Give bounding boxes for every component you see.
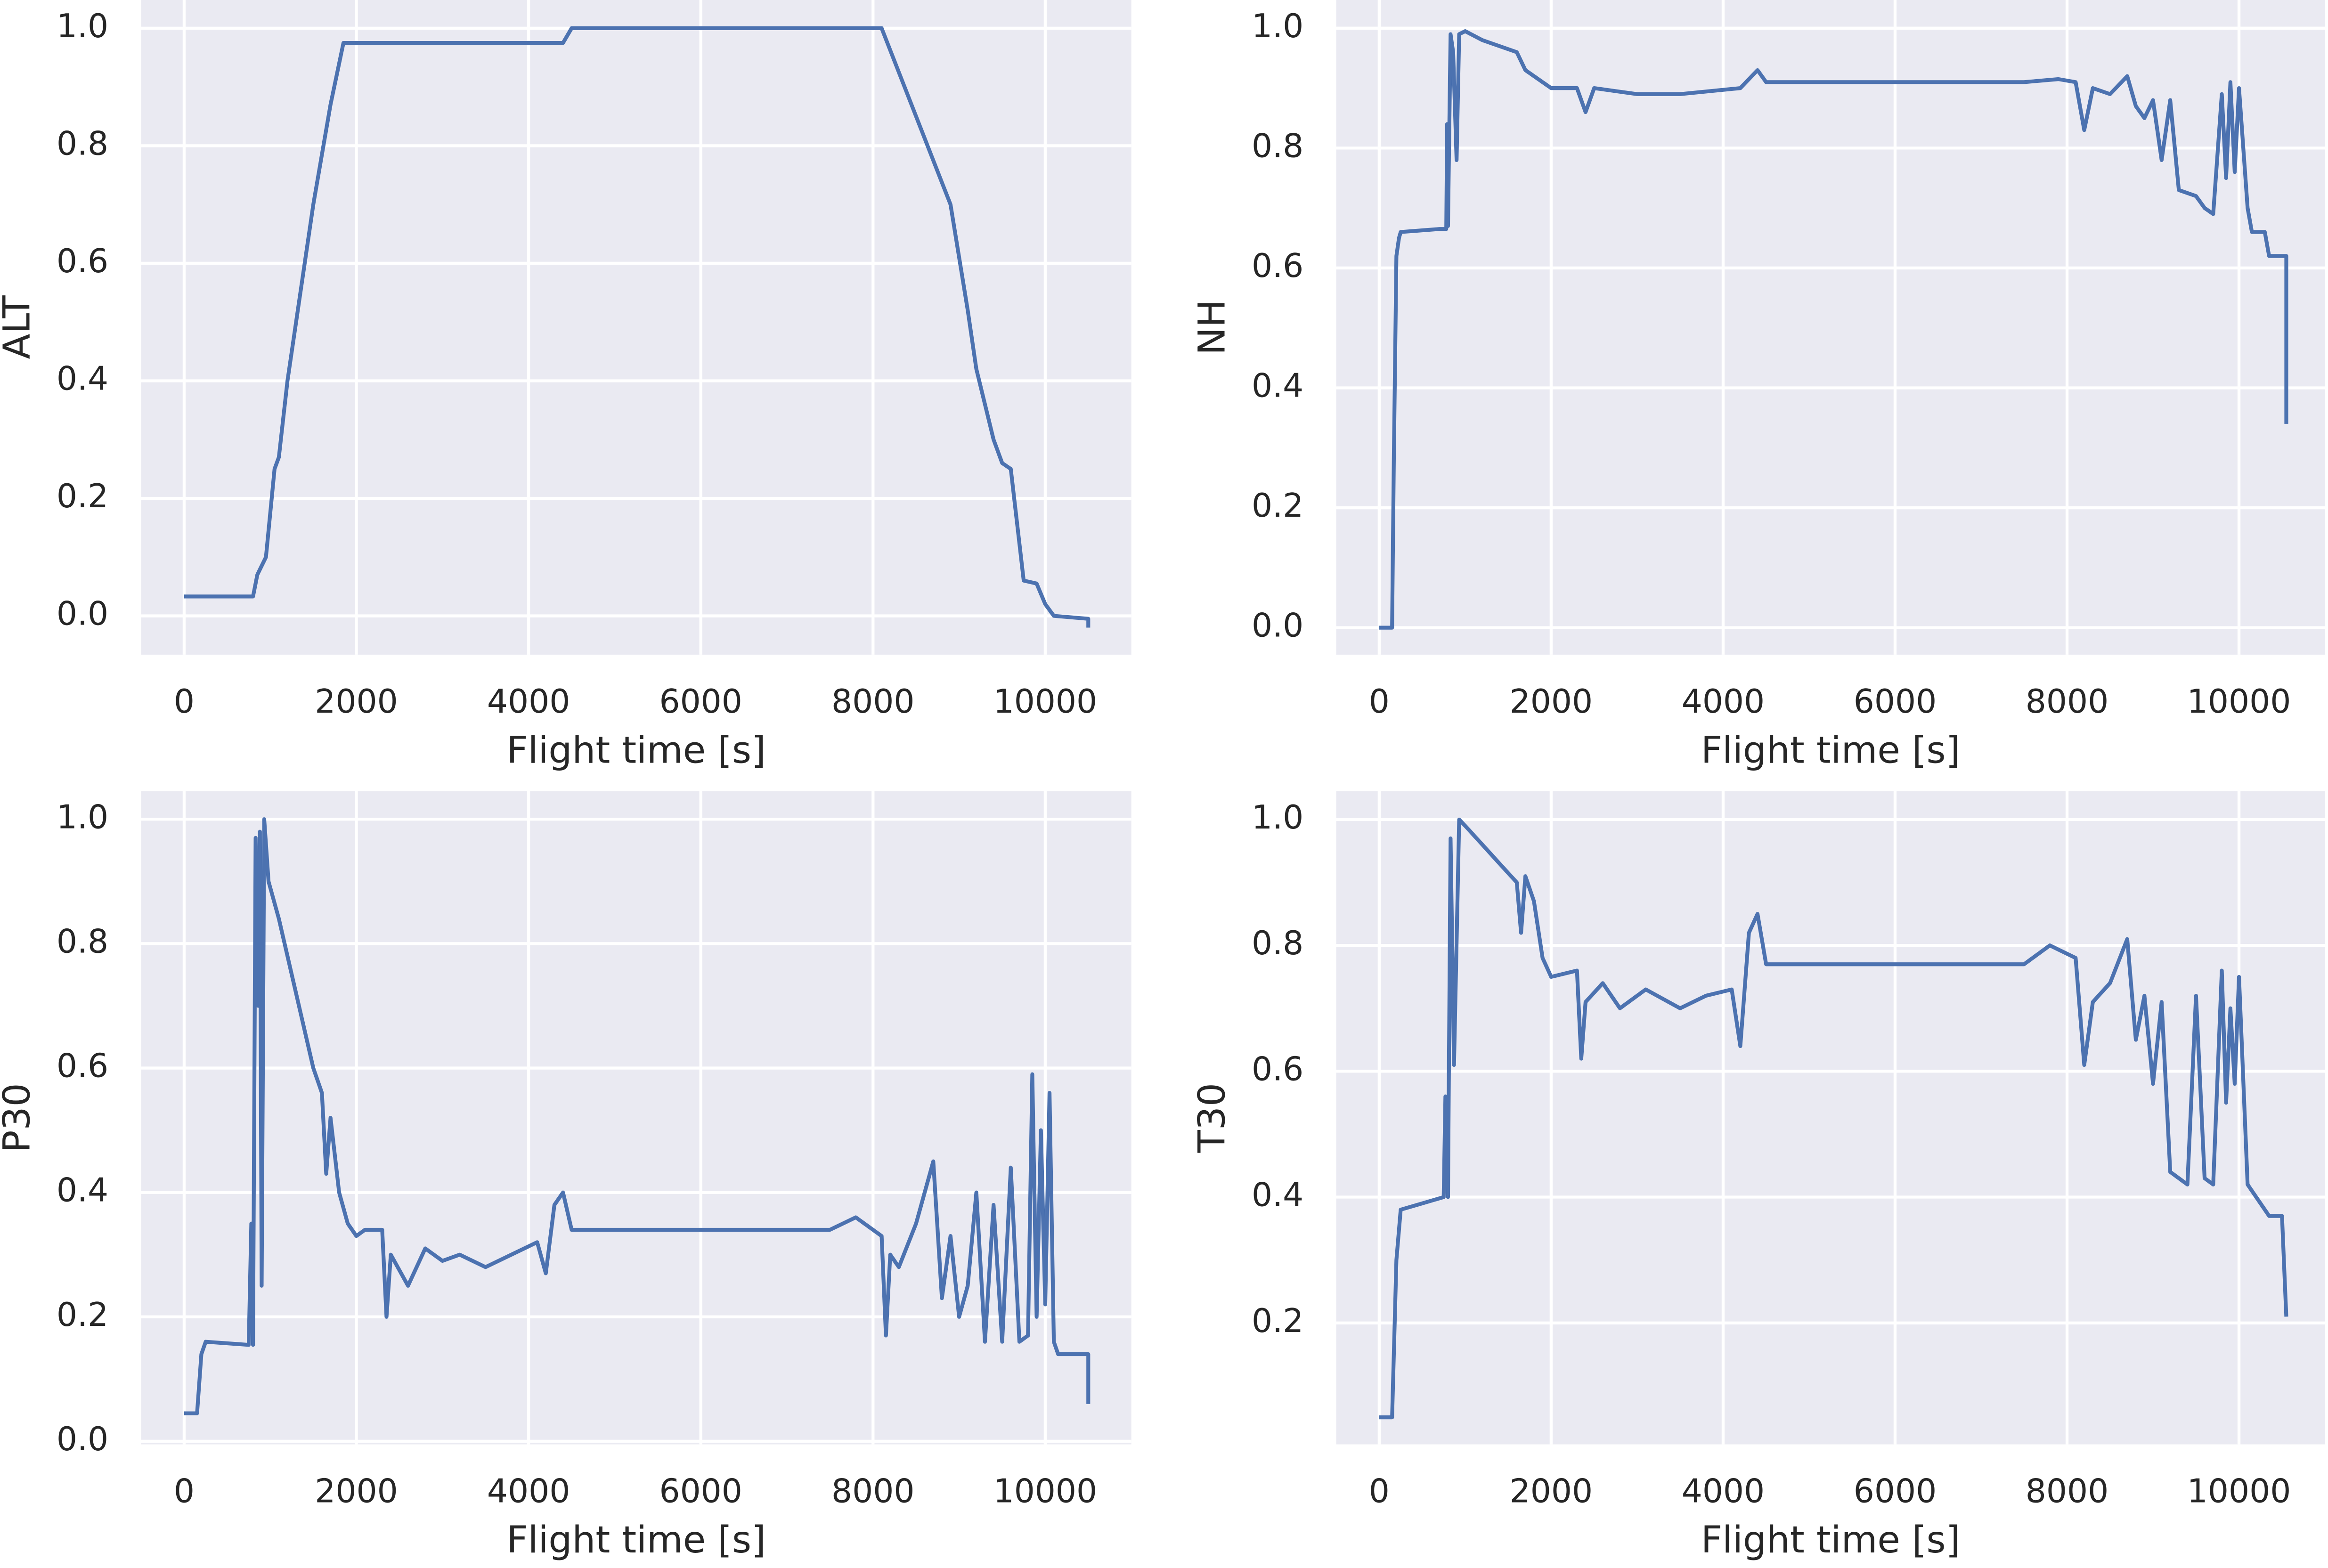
x-tick-label: 6000 bbox=[1854, 1473, 1937, 1511]
x-tick-label: 4000 bbox=[487, 1473, 570, 1511]
x-tick-label: 10000 bbox=[993, 1473, 1098, 1511]
x-tick-label: 0 bbox=[1369, 1473, 1390, 1511]
x-tick-label: 10000 bbox=[993, 683, 1098, 721]
y-tick-label: 1.0 bbox=[1252, 799, 1303, 837]
plot-area bbox=[1336, 791, 2325, 1445]
x-tick-label: 2000 bbox=[1510, 683, 1593, 721]
plot-area bbox=[141, 791, 1131, 1445]
x-tick-label: 0 bbox=[174, 1473, 195, 1511]
x-tick-label: 4000 bbox=[1682, 683, 1765, 721]
y-tick-label: 1.0 bbox=[1252, 8, 1303, 45]
x-tick-label: 6000 bbox=[659, 1473, 742, 1511]
y-tick-label: 0.8 bbox=[1252, 925, 1303, 962]
plot-area bbox=[1336, 0, 2325, 655]
y-tick-label: 0.8 bbox=[1252, 127, 1303, 165]
subplot: 0 2000 4000 6000 8000 10000 0.0 0.2 0.4 0.6 0.8 1.0… bbox=[0, 791, 1131, 1561]
y-axis-label: NH bbox=[1190, 300, 1234, 355]
x-tick-label: 4000 bbox=[1682, 1473, 1765, 1511]
x-tick-label: 10000 bbox=[2187, 683, 2291, 721]
subplot: 0 2000 4000 6000 8000 10000 0.0 0.2 0.4 0.6 0.8 1.0… bbox=[1190, 0, 2325, 772]
x-tick-label: 2000 bbox=[315, 683, 398, 721]
subplot: 0 2000 4000 6000 8000 10000 0.0 0.2 0.4 0.6 0.8 1.0… bbox=[0, 0, 1131, 772]
y-tick-label: 1.0 bbox=[57, 8, 108, 45]
y-axis-label: P30 bbox=[0, 1083, 39, 1153]
y-tick-label: 0.0 bbox=[57, 595, 108, 633]
x-axis-label: Flight time [s] bbox=[506, 728, 766, 772]
y-tick-label: 0.4 bbox=[1252, 1177, 1303, 1214]
x-tick-label: 0 bbox=[1369, 683, 1390, 721]
y-tick-label: 0.2 bbox=[1252, 1302, 1303, 1340]
x-tick-label: 8000 bbox=[831, 683, 914, 721]
y-tick-label: 0.6 bbox=[57, 243, 108, 280]
y-tick-label: 0.2 bbox=[57, 1296, 108, 1334]
y-tick-label: 0.8 bbox=[57, 923, 108, 960]
y-tick-label: 0.6 bbox=[1252, 1050, 1303, 1088]
x-tick-label: 10000 bbox=[2187, 1473, 2291, 1511]
data-line bbox=[184, 26, 1091, 628]
data-line bbox=[1379, 817, 2288, 1420]
x-tick-label: 2000 bbox=[315, 1473, 398, 1511]
y-tick-label: 0.4 bbox=[57, 360, 108, 398]
x-tick-label: 0 bbox=[174, 683, 195, 721]
y-tick-label: 1.0 bbox=[57, 798, 108, 836]
y-tick-label: 0.4 bbox=[57, 1172, 108, 1210]
x-axis-label: Flight time [s] bbox=[1701, 1518, 1961, 1561]
plot-area bbox=[141, 0, 1131, 655]
y-tick-label: 0.6 bbox=[57, 1048, 108, 1085]
y-axis-label: ALT bbox=[0, 295, 39, 359]
data-line bbox=[184, 817, 1091, 1415]
subplot: 0 2000 4000 6000 8000 10000 0.2 0.4 0.6 0.8 1.0 Fli… bbox=[1190, 791, 2325, 1561]
x-tick-label: 8000 bbox=[831, 1473, 914, 1511]
data-line bbox=[1379, 29, 2288, 630]
y-axis-label: T30 bbox=[1190, 1083, 1234, 1153]
y-tick-label: 0.8 bbox=[57, 125, 108, 162]
x-tick-label: 6000 bbox=[1854, 683, 1937, 721]
x-tick-label: 2000 bbox=[1510, 1473, 1593, 1511]
y-tick-label: 0.0 bbox=[57, 1421, 108, 1458]
y-tick-label: 0.4 bbox=[1252, 367, 1303, 405]
x-tick-label: 4000 bbox=[487, 683, 570, 721]
y-tick-label: 0.0 bbox=[1252, 607, 1303, 645]
x-tick-label: 6000 bbox=[659, 683, 742, 721]
y-tick-label: 0.2 bbox=[1252, 487, 1303, 525]
x-tick-label: 8000 bbox=[2026, 1473, 2108, 1511]
x-tick-label: 8000 bbox=[2026, 683, 2108, 721]
x-axis-label: Flight time [s] bbox=[1701, 728, 1961, 772]
x-axis-label: Flight time [s] bbox=[506, 1518, 766, 1561]
y-tick-label: 0.6 bbox=[1252, 247, 1303, 285]
y-tick-label: 0.2 bbox=[57, 478, 108, 515]
